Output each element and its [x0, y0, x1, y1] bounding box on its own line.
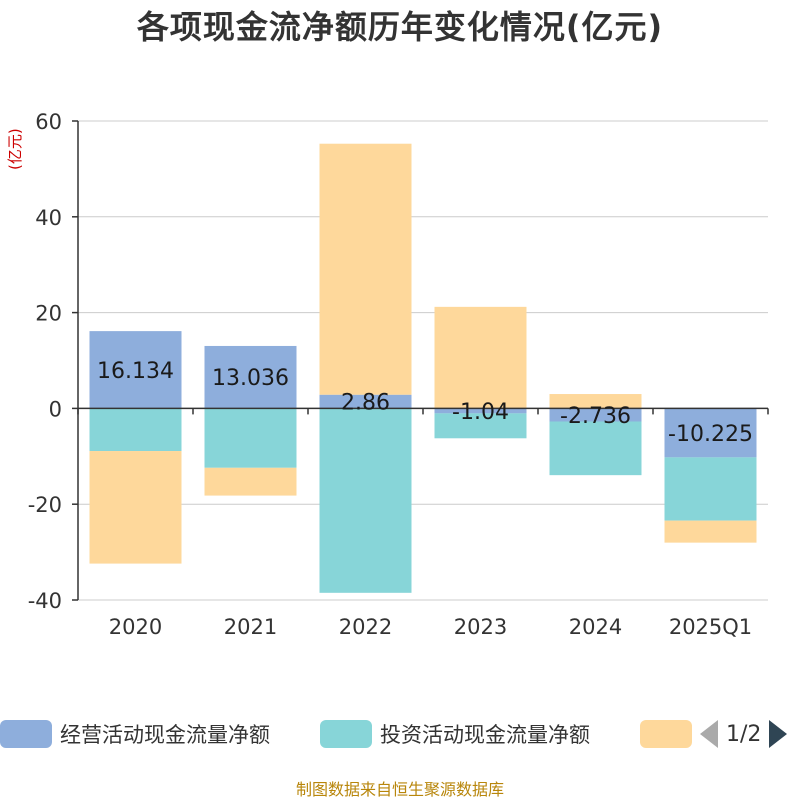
- chart-svg: 60 40 20 0 -20 -40 2020 2021 2022 2023 2024 2025Q1 1…: [28, 110, 769, 639]
- y-tick-label: -40: [28, 589, 62, 613]
- legend-label-operating: 经营活动现金流量净额: [60, 723, 270, 747]
- bar-2022-series-0: [319, 394, 412, 409]
- x-tick-label: 2021: [224, 615, 277, 639]
- legend-swatch-operating: [0, 720, 52, 748]
- bar-2024-series-0: [549, 408, 642, 422]
- legend-swatch-investing: [320, 720, 372, 748]
- legend-page-text: 1/2: [726, 721, 762, 747]
- bar-2022-series-1: [319, 408, 412, 593]
- chevron-left-icon[interactable]: [700, 720, 718, 748]
- legend-label-investing: 投资活动现金流量净额: [380, 723, 590, 747]
- y-tick-label: 40: [35, 206, 62, 230]
- data-source-note: 制图数据来自恒生聚源数据库: [295, 780, 504, 799]
- bar-2020-series-0: [89, 331, 182, 409]
- x-tick-label: 2020: [109, 615, 162, 639]
- legend-item-operating[interactable]: 经营活动现金流量净额: [0, 712, 270, 756]
- bar-2021-series-0: [204, 345, 297, 409]
- bar-2025Q1-series-0: [664, 408, 757, 458]
- bar-2023-series-0: [434, 408, 527, 414]
- chevron-right-icon[interactable]: [769, 720, 788, 748]
- y-tick-label: 0: [49, 397, 62, 421]
- bar-2020-series-2: [89, 451, 182, 564]
- legend: 经营活动现金流量净额 投资活动现金流量净额: [0, 712, 800, 756]
- bar-2023-series-1: [434, 413, 527, 439]
- bar-2022-series-2: [319, 143, 412, 395]
- bar-2024-series-2: [549, 394, 642, 409]
- y-tick-label: -20: [28, 493, 62, 517]
- legend-item-investing[interactable]: 投资活动现金流量净额: [320, 712, 590, 756]
- legend-swatch-financing: [640, 720, 692, 748]
- y-tick-label: 20: [35, 302, 62, 326]
- data-label-2020: 16.134: [97, 359, 174, 384]
- bar-2024-series-1: [549, 421, 642, 476]
- bar-2023-series-2: [434, 306, 527, 409]
- x-tick-label: 2024: [569, 615, 622, 639]
- bar-2021-series-2: [204, 467, 297, 496]
- y-tick-label: 60: [35, 110, 62, 134]
- legend-pager: 1/2: [700, 712, 788, 756]
- chart-title: 各项现金流净额历年变化情况(亿元): [136, 8, 664, 46]
- x-tick-label: 2022: [339, 615, 392, 639]
- data-label-2021: 13.036: [212, 366, 289, 391]
- data-label-2024: -2.736: [560, 404, 631, 429]
- data-label-2022: 2.86: [341, 391, 390, 416]
- bar-2025Q1-series-2: [664, 520, 757, 543]
- bar-2025Q1-series-1: [664, 457, 757, 521]
- x-tick-label: 2023: [454, 615, 507, 639]
- bar-2021-series-1: [204, 408, 297, 468]
- legend-item-financing[interactable]: [640, 712, 692, 756]
- x-tick-label: 2025Q1: [669, 615, 752, 639]
- bar-2020-series-1: [89, 408, 182, 452]
- data-label-2023: -1.04: [452, 400, 509, 425]
- data-label-2025Q1: -10.225: [668, 422, 753, 447]
